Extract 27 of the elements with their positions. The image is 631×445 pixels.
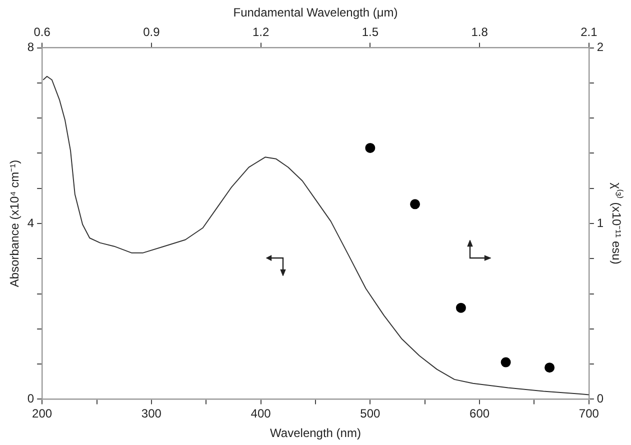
x-tick-label: 200: [32, 406, 52, 421]
x-tick-label: 400: [250, 406, 272, 421]
x2-axis-title: Fundamental Wavelength (μm): [233, 6, 398, 20]
y-tick-label: 4: [27, 216, 34, 230]
x-tick-label: 300: [141, 406, 162, 421]
x2-tick-label: 1.5: [362, 24, 379, 39]
y2-tick-label: 1: [596, 216, 604, 230]
point: [500, 357, 511, 368]
y2-tick-label: 0: [596, 392, 604, 406]
y-axis-title: Absorbance (x10⁴ cm⁻¹): [8, 160, 22, 288]
point: [365, 142, 376, 153]
y-tick-label: 0: [27, 392, 34, 406]
x2-tick-label: 1.2: [252, 24, 270, 39]
y-tick-label: 8: [27, 40, 34, 54]
y2-axis-title: χ⁽³⁾ (x10⁻¹¹ esu): [609, 182, 624, 264]
x-tick-label: 500: [360, 406, 381, 421]
point: [544, 362, 555, 373]
x2-tick-label: 1.8: [471, 24, 488, 39]
y2-tick-label: 2: [596, 40, 604, 54]
point: [410, 199, 420, 210]
x2-tick-label: 2.1: [580, 24, 598, 39]
x-tick-label: 700: [578, 406, 600, 421]
x2-tick-label: 0.6: [34, 24, 51, 39]
x-axis-title: Wavelength (nm): [270, 426, 361, 440]
x2-tick-label: 0.9: [143, 24, 160, 39]
x-tick-label: 600: [470, 406, 490, 421]
point: [456, 302, 466, 313]
